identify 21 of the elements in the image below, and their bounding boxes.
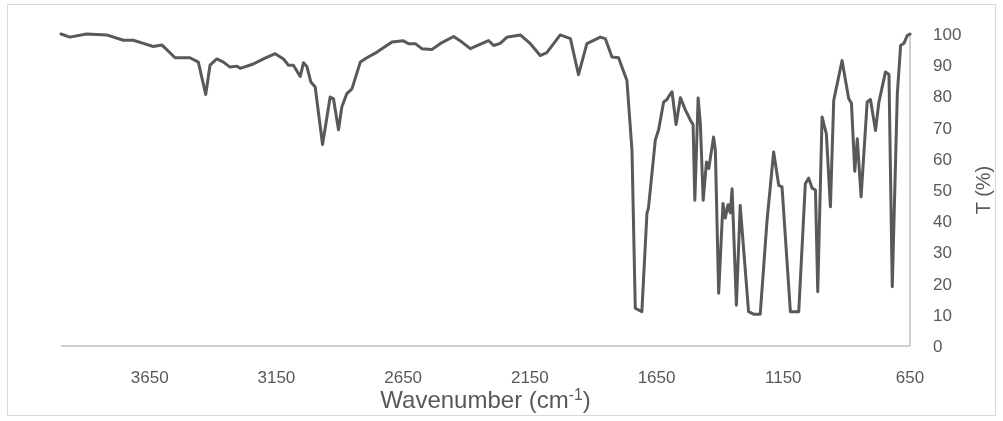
y-tick-label: 60 [933,149,952,169]
y-tick-label: 100 [933,24,962,44]
y-tick-label: 20 [933,274,952,294]
y-tick-label: 70 [933,118,952,138]
y-tick-label: 40 [933,212,952,232]
x-tick-label: 1650 [637,368,676,387]
y-tick-label: 80 [933,87,952,107]
x-axis-title: Wavenumber (cm$^{-1}$) [380,385,591,413]
y-tick-label: 30 [933,243,952,263]
y-tick-label: 10 [933,305,952,325]
y-axis-title: T (%) [972,165,994,215]
x-tick-label: 2150 [510,368,549,387]
x-tick-label: 3150 [257,368,296,387]
x-tick-label: 2650 [384,368,423,387]
y-tick-label: 50 [933,180,952,200]
line-series [59,32,912,316]
x-tick-label: 1150 [765,368,802,387]
x-tick-label: 650 [895,368,925,387]
y-tick-label: 0 [933,336,943,356]
y-tick-label: 90 [933,56,952,76]
x-tick-label: 3650 [130,368,169,387]
